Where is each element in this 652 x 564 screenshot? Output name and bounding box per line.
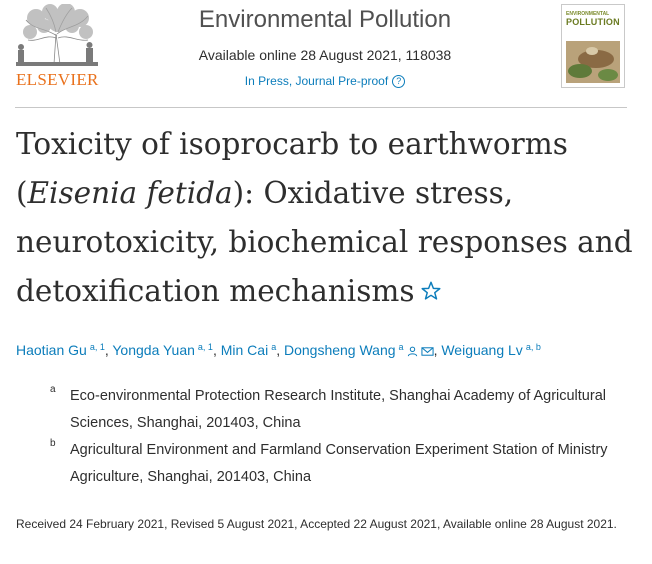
affiliation-label: a <box>50 384 56 395</box>
publisher-name: ELSEVIER <box>16 70 99 89</box>
article-title: Toxicity of isoprocarb to earthworms (Ei… <box>16 120 636 316</box>
author-link[interactable]: Yongda Yuan a, 1 <box>112 342 213 358</box>
author-list: Haotian Gu a, 1, Yongda Yuan a, 1, Min Cai… <box>16 337 636 360</box>
author-name[interactable]: Yongda Yuan <box>112 342 195 358</box>
author-affiliation-ref: a, 1 <box>197 342 213 352</box>
author-affiliation-ref: a <box>271 342 277 352</box>
availability-text: Available online 28 August 2021, 118038 <box>198 47 452 63</box>
help-icon[interactable]: ? <box>392 74 406 88</box>
author-separator: , <box>104 342 109 358</box>
author-name[interactable]: Haotian Gu <box>16 342 87 358</box>
author-separator: , <box>212 342 217 358</box>
cover-title-top: ENVIRONMENTAL <box>566 11 610 17</box>
author-affiliation-ref: a <box>398 342 404 352</box>
author-name[interactable]: Min Cai <box>220 342 269 358</box>
email-icon[interactable] <box>420 346 434 357</box>
affiliation-label: b <box>50 438 56 449</box>
author-name[interactable]: Dongsheng Wang <box>283 342 396 358</box>
article-history: Received 24 February 2021, Revised 5 Aug… <box>16 517 617 531</box>
title-part-2: ): Oxidative stress, neurotoxicity, bioc… <box>16 176 633 308</box>
affiliation-a: a Eco-environmental Protection Research … <box>50 383 630 437</box>
person-icon[interactable] <box>407 346 418 357</box>
author-separator: , <box>276 342 281 358</box>
author-affiliation-ref: a, 1 <box>89 342 105 352</box>
affiliation-b: b Agricultural Environment and Farmland … <box>50 437 630 491</box>
affiliation-text: Agricultural Environment and Farmland Co… <box>70 442 608 485</box>
title-species: Eisenia fetida <box>27 176 233 210</box>
journal-title-link[interactable]: Environmental Pollution <box>198 6 452 33</box>
article-status[interactable]: In Press, Journal Pre-proof ? <box>118 73 532 89</box>
cover-title-main: POLLUTION <box>566 17 620 27</box>
journal-cover[interactable]: ENVIRONMENTAL POLLUTION <box>561 4 625 88</box>
author-link[interactable]: Weiguang Lv a, b <box>441 342 540 358</box>
header-divider <box>15 107 627 108</box>
journal-info: Environmental Pollution Available online… <box>118 6 532 89</box>
elsevier-logo[interactable]: ELSEVIER <box>16 4 98 90</box>
elsevier-tree-icon <box>16 4 98 66</box>
author-link[interactable]: Min Cai a <box>221 342 276 358</box>
cover-image-icon <box>566 41 620 83</box>
author-separator: , <box>433 342 438 358</box>
author-affiliation-ref: a, b <box>525 342 541 352</box>
author-link[interactable]: Haotian Gu a, 1 <box>16 342 105 358</box>
affiliation-text: Eco-environmental Protection Research In… <box>70 388 606 431</box>
status-text[interactable]: In Press, Journal Pre-proof <box>244 74 389 88</box>
star-outline-icon[interactable] <box>420 280 442 302</box>
author-link[interactable]: Dongsheng Wang a <box>284 342 434 358</box>
title-part-1: Toxicity of isoprocarb to earthworms ( <box>16 127 568 210</box>
author-name[interactable]: Weiguang Lv <box>441 342 523 358</box>
